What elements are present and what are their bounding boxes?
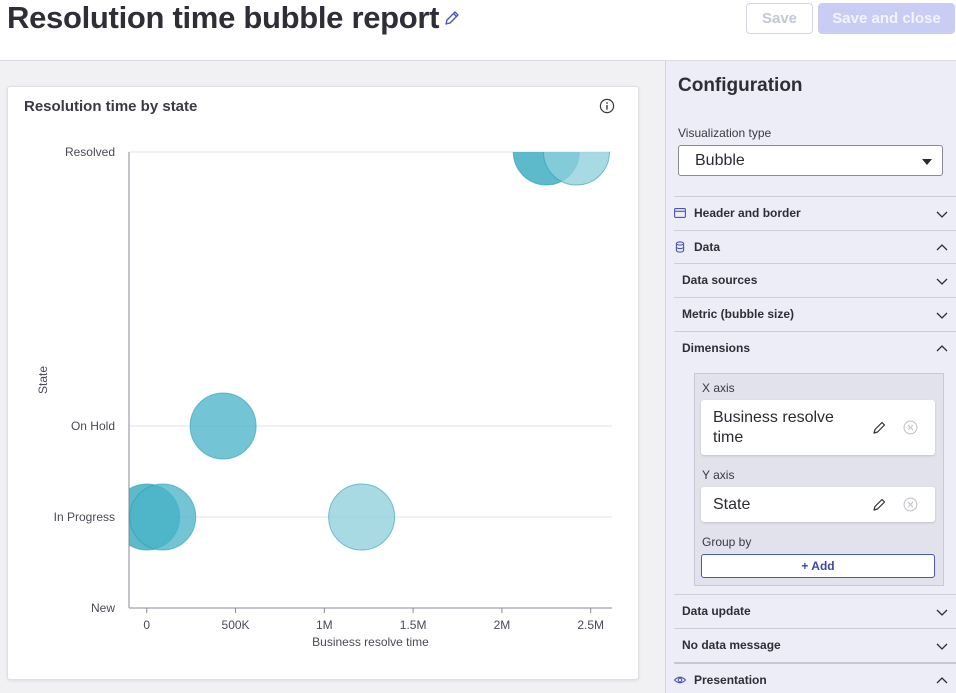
x-tick-label: 2M [494, 618, 511, 632]
chevron-down-icon [936, 278, 948, 285]
chart-card-title: Resolution time by state [24, 98, 198, 115]
visualization-type-label: Visualization type [678, 126, 772, 140]
section-metric[interactable]: Metric (bubble size) [674, 297, 956, 330]
section-data-sources-label: Data sources [682, 273, 758, 287]
caret-down-icon [922, 159, 932, 165]
chevron-down-icon [936, 643, 948, 650]
group-by-label: Group by [702, 535, 752, 549]
panel-title: Configuration [678, 75, 803, 96]
add-group-by-button[interactable]: + Add [701, 554, 935, 578]
section-data-update[interactable]: Data update [674, 594, 956, 627]
save-button[interactable]: Save [746, 3, 813, 34]
save-and-close-button[interactable]: Save and close [818, 3, 955, 34]
section-metric-label: Metric (bubble size) [682, 307, 795, 321]
chart-card[interactable]: Resolution time by state New In Progress O… [7, 86, 639, 680]
y-tick-label: On Hold [71, 419, 115, 433]
pencil-icon[interactable] [872, 420, 887, 435]
eye-icon [674, 676, 686, 684]
section-data[interactable]: Data [674, 230, 956, 263]
remove-icon[interactable] [903, 497, 918, 512]
x-tick-label: 2.5M [577, 618, 604, 632]
chevron-up-icon [936, 677, 948, 684]
section-presentation[interactable]: Presentation [674, 662, 956, 693]
y-axis-field-value: State [713, 496, 751, 513]
chevron-down-icon [936, 609, 948, 616]
section-data-label: Data [694, 240, 721, 254]
top-bar: Resolution time bubble report Save Save … [0, 0, 956, 61]
y-axis-label: Y axis [702, 468, 735, 482]
chevron-down-icon [936, 312, 948, 319]
bubble[interactable] [328, 483, 396, 551]
pencil-icon[interactable] [443, 9, 461, 27]
section-data-update-label: Data update [682, 604, 751, 618]
remove-icon[interactable] [903, 420, 918, 435]
info-icon[interactable] [599, 98, 615, 114]
section-header-and-border-label: Header and border [694, 206, 801, 220]
configuration-panel: Configuration Visualization type Bubble … [665, 61, 956, 693]
y-axis-field[interactable]: State [701, 487, 935, 522]
page-title: Resolution time bubble report [7, 0, 440, 35]
x-axis-label: X axis [702, 381, 735, 395]
bubble[interactable] [189, 392, 257, 460]
card-icon [674, 208, 686, 218]
x-axis-field-value: Business resolve time [713, 409, 834, 446]
y-tick-label: Resolved [65, 145, 115, 159]
y-tick-label: In Progress [54, 510, 115, 524]
visualization-type-value: Bubble [695, 152, 745, 169]
x-tick-label: 0 [143, 618, 150, 632]
bubble[interactable] [129, 483, 197, 551]
x-tick-label: 1.5M [400, 618, 427, 632]
pencil-icon[interactable] [872, 497, 887, 512]
x-tick-label: 500K [222, 618, 250, 632]
chevron-up-icon [936, 244, 948, 251]
x-axis-title: Business resolve time [312, 635, 429, 649]
bubble[interactable] [542, 119, 610, 186]
section-presentation-label: Presentation [694, 673, 767, 687]
bubble-chart[interactable]: New In Progress On Hold Resolved 0 500K 1M 1.5M… [8, 87, 640, 681]
x-axis-field[interactable]: Business resolve time [701, 400, 935, 455]
section-header-and-border[interactable]: Header and border [674, 196, 956, 229]
y-axis-title: State [36, 366, 50, 394]
x-tick-label: 1M [316, 618, 333, 632]
bubbles-group [129, 119, 610, 551]
visualization-type-select[interactable]: Bubble [678, 145, 943, 176]
section-dimensions-label: Dimensions [682, 341, 751, 355]
section-no-data-message-label: No data message [682, 638, 781, 652]
chevron-down-icon [936, 211, 948, 218]
chevron-up-icon [936, 345, 948, 352]
database-icon [675, 241, 685, 253]
section-dimensions[interactable]: Dimensions [674, 331, 956, 364]
dimensions-box: X axis Business resolve time Y axis Stat… [694, 373, 944, 586]
section-no-data-message[interactable]: No data message [674, 628, 956, 661]
y-tick-label: New [91, 601, 115, 615]
section-data-sources[interactable]: Data sources [674, 263, 956, 296]
